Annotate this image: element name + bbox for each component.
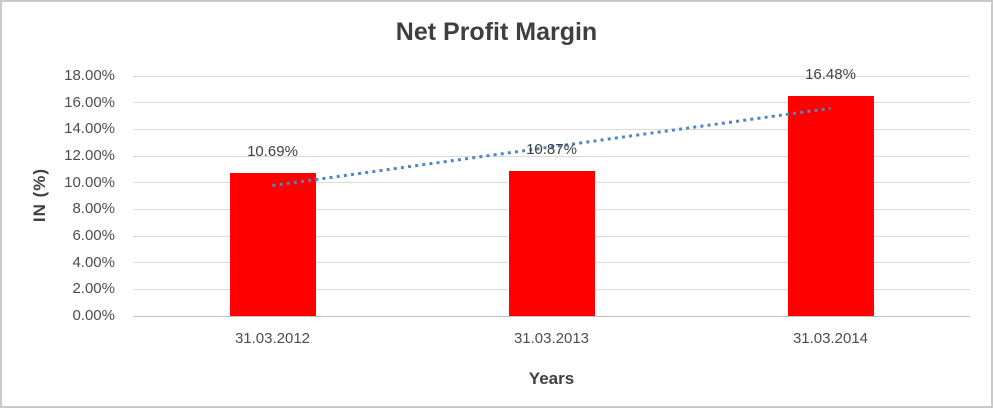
data-label: 16.48%	[805, 66, 856, 84]
data-label: 10.69%	[247, 143, 298, 161]
bar	[508, 171, 595, 316]
y-tick-label: 0.00%	[72, 307, 115, 324]
chart-title: Net Profit Margin	[395, 18, 598, 46]
y-axis-title: IN (%)	[30, 167, 49, 223]
data-label: 10.87%	[526, 141, 577, 159]
gridline	[133, 102, 970, 104]
y-tick-label: 12.00%	[64, 147, 115, 164]
y-tick-label: 2.00%	[72, 280, 115, 298]
y-tick-label: 10.00%	[64, 173, 115, 191]
gridline	[133, 75, 970, 77]
y-tick-label: 16.00%	[64, 93, 115, 111]
y-tick-label: 4.00%	[72, 253, 115, 271]
x-tick-label: 31.03.2014	[792, 330, 869, 347]
x-axis-line	[133, 315, 970, 317]
y-tick-label: 14.00%	[64, 120, 115, 138]
y-tick-label: 8.00%	[72, 200, 115, 218]
bar	[787, 96, 874, 316]
x-axis-title: Years	[528, 369, 575, 388]
x-tick-label: 31.03.2013	[513, 330, 590, 347]
y-tick-label: 6.00%	[72, 227, 115, 244]
bar	[229, 173, 316, 316]
y-tick-label: 18.00%	[64, 67, 115, 84]
x-tick-label: 31.03.2012	[234, 330, 311, 347]
